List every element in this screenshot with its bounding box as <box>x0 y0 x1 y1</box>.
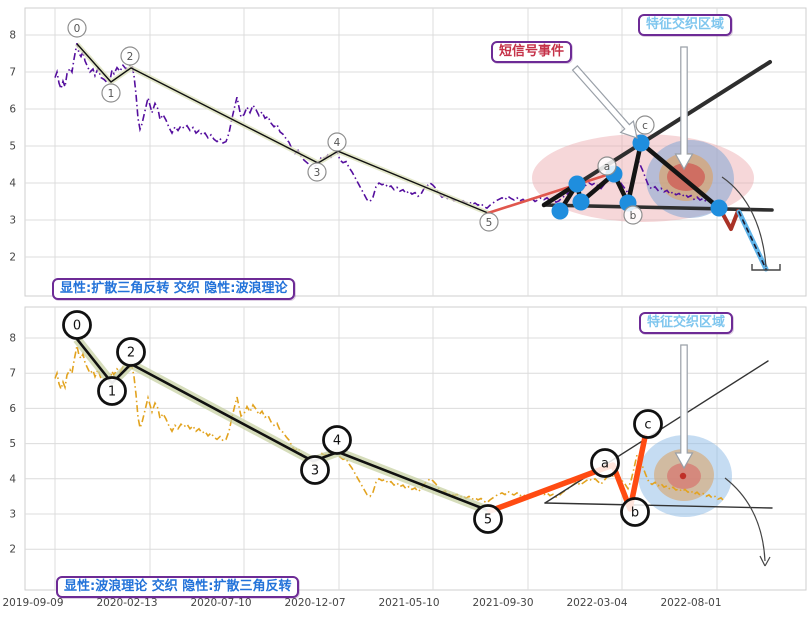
y-tick-label: 8 <box>9 333 16 345</box>
wave-label-text: 0 <box>73 319 81 334</box>
down-guide-curve <box>724 477 766 562</box>
wave-letter-text: b <box>631 506 639 521</box>
wave-label-text: 1 <box>108 385 116 400</box>
y-tick-label: 8 <box>9 30 16 42</box>
signal-event-label: 短信号事件 <box>491 41 573 63</box>
x-tick-label: 2021-05-10 <box>378 597 439 609</box>
wave-label-circle <box>116 337 146 367</box>
wave-letter-text: c <box>644 418 651 433</box>
bottom-chart-caption: 显性:波浪理论 交织 隐性:扩散三角反转 <box>56 576 300 598</box>
y-tick-label: 5 <box>9 438 16 450</box>
event-dot <box>551 202 569 220</box>
wave-label-text: 4 <box>334 137 341 149</box>
wave-letter-circle <box>635 115 655 135</box>
event-dot <box>572 193 590 211</box>
wave-label-circle <box>307 162 327 182</box>
x-tick-label: 2022-08-01 <box>660 597 721 609</box>
event-dot <box>632 134 650 152</box>
wave-letter-text: a <box>604 161 610 173</box>
forecast-dash-overlay <box>738 211 767 270</box>
feature-region-label-top: 特征交织区域 <box>638 14 733 36</box>
wave-letter-circle <box>633 409 663 439</box>
wave-letter-circle <box>590 448 620 478</box>
y-tick-label: 3 <box>9 509 16 521</box>
y-tick-label: 3 <box>9 215 16 227</box>
y-tick-label: 7 <box>9 67 16 79</box>
wave-label-circle <box>473 504 503 534</box>
down-guide-arrowhead <box>759 555 771 567</box>
plot-border <box>24 306 807 591</box>
abc-wave-orange <box>487 434 648 514</box>
wave-label-text: 2 <box>127 346 135 361</box>
wave-label-circle <box>62 310 92 340</box>
signal-arrow <box>571 65 638 139</box>
wave-letter-text: c <box>642 120 648 132</box>
x-tick-label: 2019-09-09 <box>2 597 63 609</box>
wave-label-text: 3 <box>311 464 319 479</box>
wave-label-text: 2 <box>127 51 134 63</box>
wave-line <box>76 43 489 214</box>
wave-letter-circle <box>597 156 617 176</box>
y-tick-label: 6 <box>9 104 16 116</box>
y-tick-label: 2 <box>9 544 16 556</box>
y-tick-label: 2 <box>9 252 16 264</box>
wave-label-circle <box>479 212 499 232</box>
y-tick-label: 5 <box>9 141 16 153</box>
x-tick-label: 2021-09-30 <box>472 597 533 609</box>
wave-label-circle <box>120 46 140 66</box>
y-tick-label: 7 <box>9 368 16 380</box>
y-tick-label: 4 <box>9 473 16 485</box>
region-arrow-bottom <box>674 344 694 470</box>
region-arrow <box>674 46 694 171</box>
feature-region-label-bottom: 特征交织区域 <box>639 312 734 334</box>
y-tick-label: 4 <box>9 178 16 190</box>
y-tick-label: 6 <box>9 403 16 415</box>
wave-label-text: 0 <box>74 23 81 35</box>
x-tick-label: 2020-07-10 <box>190 597 251 609</box>
x-tick-label: 2022-03-04 <box>566 597 627 609</box>
wave-label-circle <box>322 425 352 455</box>
forecast-end-cap <box>751 264 781 271</box>
event-dot <box>710 199 728 217</box>
wave-label-circle <box>300 455 330 485</box>
wave-label-text: 4 <box>333 434 341 449</box>
triangle-lower-thin <box>544 502 773 509</box>
wave-letter-text: b <box>630 210 637 222</box>
wave-label-circle <box>67 18 87 38</box>
wave-label-text: 5 <box>484 513 492 528</box>
plot-border <box>24 7 807 297</box>
x-tick-label: 2020-12-07 <box>284 597 345 609</box>
event-dot <box>568 175 586 193</box>
wave-label-text: 3 <box>314 167 321 179</box>
wave-letter-text: a <box>601 457 609 472</box>
top-chart-caption: 显性:扩散三角反转 交织 隐性:波浪理论 <box>52 278 296 300</box>
region-center-dot <box>679 472 687 480</box>
wave-letter-circle <box>623 205 643 225</box>
right-guide-curve <box>721 176 767 268</box>
wave-label-text: 1 <box>108 88 115 100</box>
wave-label-circle <box>97 376 127 406</box>
x-tick-label: 2020-02-13 <box>96 597 157 609</box>
wave-label-circle <box>327 132 347 152</box>
wave-label-text: 5 <box>486 217 493 229</box>
wave-label-circle <box>101 83 121 103</box>
wave-letter-circle <box>620 497 650 527</box>
wave-line <box>75 338 491 513</box>
price-line <box>54 42 724 210</box>
red-support-line <box>486 170 618 215</box>
